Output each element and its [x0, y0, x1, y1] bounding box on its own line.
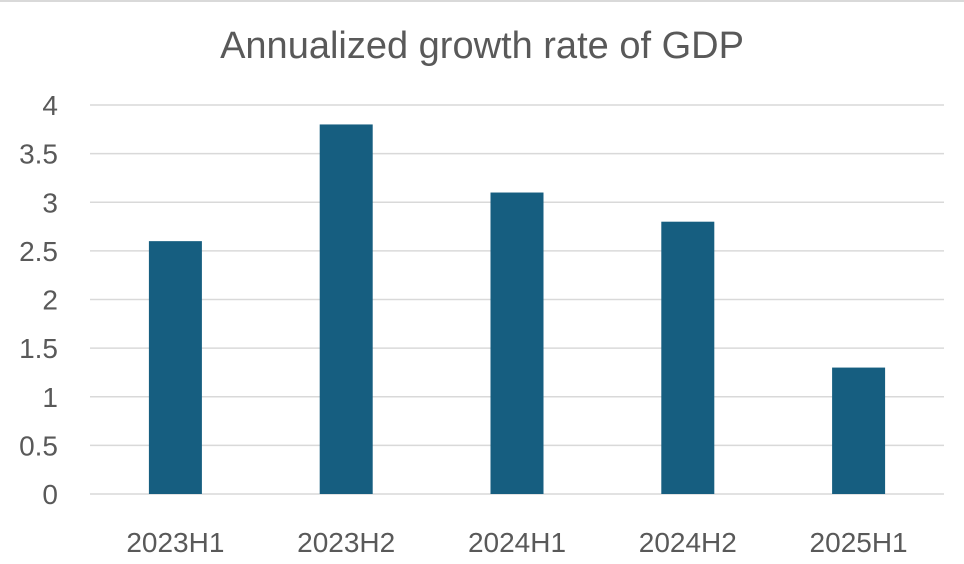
x-tick-label: 2023H1: [126, 527, 224, 558]
y-tick-label: 3: [42, 187, 58, 218]
gridlines: [90, 104, 944, 495]
chart-title: Annualized growth rate of GDP: [220, 25, 744, 67]
x-tick-label: 2024H2: [639, 527, 737, 558]
y-tick-label: 1: [42, 382, 58, 413]
y-tick-label: 0: [42, 479, 58, 510]
x-tick-label: 2025H1: [810, 527, 908, 558]
y-tick-label: 3.5: [19, 139, 58, 170]
y-axis-ticks: 0 0.5 1 1.5 2 2.5 3 3.5 4: [19, 90, 58, 510]
bar-2024h2: [661, 221, 715, 494]
bar-2025h1: [832, 367, 886, 494]
y-tick-label: 2.5: [19, 236, 58, 267]
x-axis-ticks: 2023H1 2023H2 2024H1 2024H2 2025H1: [126, 527, 907, 558]
y-tick-label: 1.5: [19, 333, 58, 364]
y-tick-label: 4: [42, 90, 58, 121]
y-tick-label: 0.5: [19, 430, 58, 461]
bars: [148, 124, 886, 494]
y-tick-label: 2: [42, 285, 58, 316]
chart-top-border: [0, 0, 964, 2]
x-tick-label: 2023H2: [297, 527, 395, 558]
bar-2024h1: [490, 192, 544, 494]
bar-2023h1: [148, 241, 202, 494]
bar-2023h2: [319, 124, 373, 494]
x-tick-label: 2024H1: [468, 527, 566, 558]
